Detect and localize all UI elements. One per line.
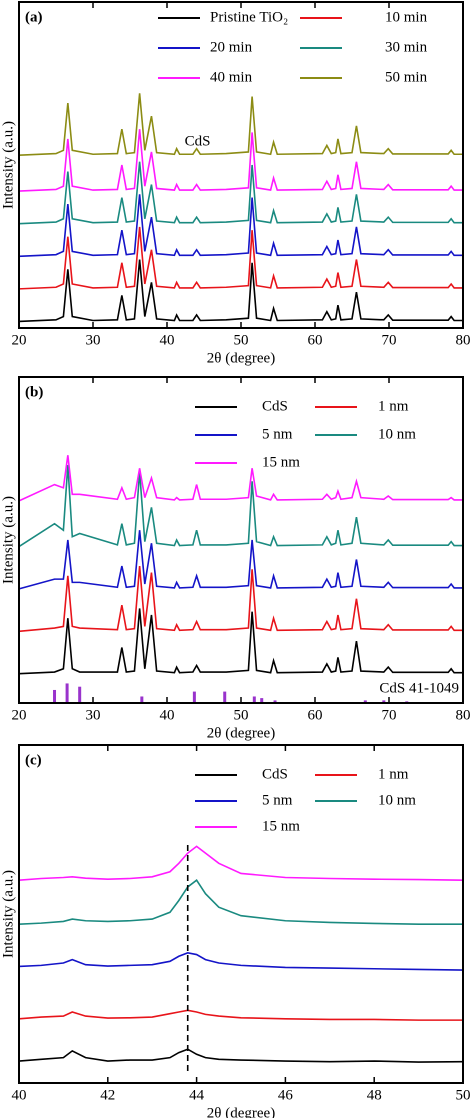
series-line	[18, 1048, 464, 1063]
series-line	[18, 530, 463, 590]
x-tick-label: 20	[12, 707, 27, 723]
legend-label: 15 nm	[262, 818, 300, 834]
x-tick-label: 70	[382, 707, 397, 723]
series-line	[18, 129, 463, 192]
series-line	[18, 952, 464, 971]
legend-label: Pristine TiO₂	[210, 9, 288, 25]
x-tick-label: 46	[278, 1087, 294, 1103]
series-line	[18, 879, 463, 925]
legend-label: 30 min	[385, 39, 428, 55]
legend-label: 5 nm	[262, 792, 293, 808]
series-line	[18, 464, 463, 548]
x-tick-label: 50	[456, 1087, 471, 1103]
series-line	[18, 845, 464, 881]
x-tick-label: 40	[160, 332, 175, 348]
y-axis-label: Intensity (a.u.)	[0, 496, 16, 584]
x-tick-label: 70	[382, 332, 397, 348]
series-line	[18, 259, 463, 323]
x-tick-label: 44	[189, 1087, 205, 1103]
x-tick-label: 20	[12, 332, 27, 348]
x-tick-label: 60	[308, 332, 323, 348]
x-tick-label: 42	[100, 1087, 115, 1103]
series-line	[18, 1009, 463, 1021]
legend-label: 1 nm	[378, 766, 409, 782]
x-axis-label: 2θ (degree)	[207, 350, 275, 366]
panel-label: (c)	[25, 752, 42, 768]
series-line	[18, 161, 463, 225]
legend-label: CdS	[262, 766, 288, 782]
x-tick-label: 30	[86, 707, 101, 723]
series-line	[18, 226, 463, 290]
x-tick-label: 50	[234, 707, 249, 723]
x-axis-label: 2θ (degree)	[207, 725, 275, 741]
x-axis-label: 2θ (degree)	[207, 1105, 275, 1118]
x-tick-label: 60	[308, 707, 323, 723]
legend-label: 15 nm	[262, 454, 300, 470]
x-tick-label: 50	[234, 332, 249, 348]
x-tick-label: 48	[367, 1087, 382, 1103]
legend-label: 50 min	[385, 69, 428, 85]
series-line	[18, 566, 463, 633]
plot-frame	[18, 744, 464, 1084]
panel-label: (a)	[25, 9, 43, 25]
legend-label: 10 min	[385, 9, 428, 25]
x-tick-label: 40	[160, 707, 175, 723]
series-line	[18, 93, 463, 157]
legend-label: 10 nm	[378, 426, 416, 442]
y-axis-label: Intensity (a.u.)	[0, 870, 16, 958]
panel-label: (b)	[25, 384, 43, 400]
x-tick-label: 30	[86, 332, 101, 348]
x-tick-label: 80	[456, 707, 471, 723]
x-tick-label: 80	[456, 332, 471, 348]
legend-label: 10 nm	[378, 792, 416, 808]
series-line	[18, 608, 463, 675]
x-tick-label: 40	[12, 1087, 27, 1103]
legend-label: 20 min	[210, 39, 253, 55]
annotation: CdS	[185, 133, 211, 149]
series-line	[18, 194, 463, 258]
legend-label: 40 min	[210, 69, 253, 85]
reference-label: CdS 41-1049	[379, 680, 459, 696]
legend-label: 1 nm	[378, 398, 409, 414]
legend-label: 5 nm	[262, 426, 293, 442]
y-axis-label: Intensity (a.u.)	[0, 121, 16, 209]
series-line	[18, 455, 463, 502]
legend-label: CdS	[262, 398, 288, 414]
